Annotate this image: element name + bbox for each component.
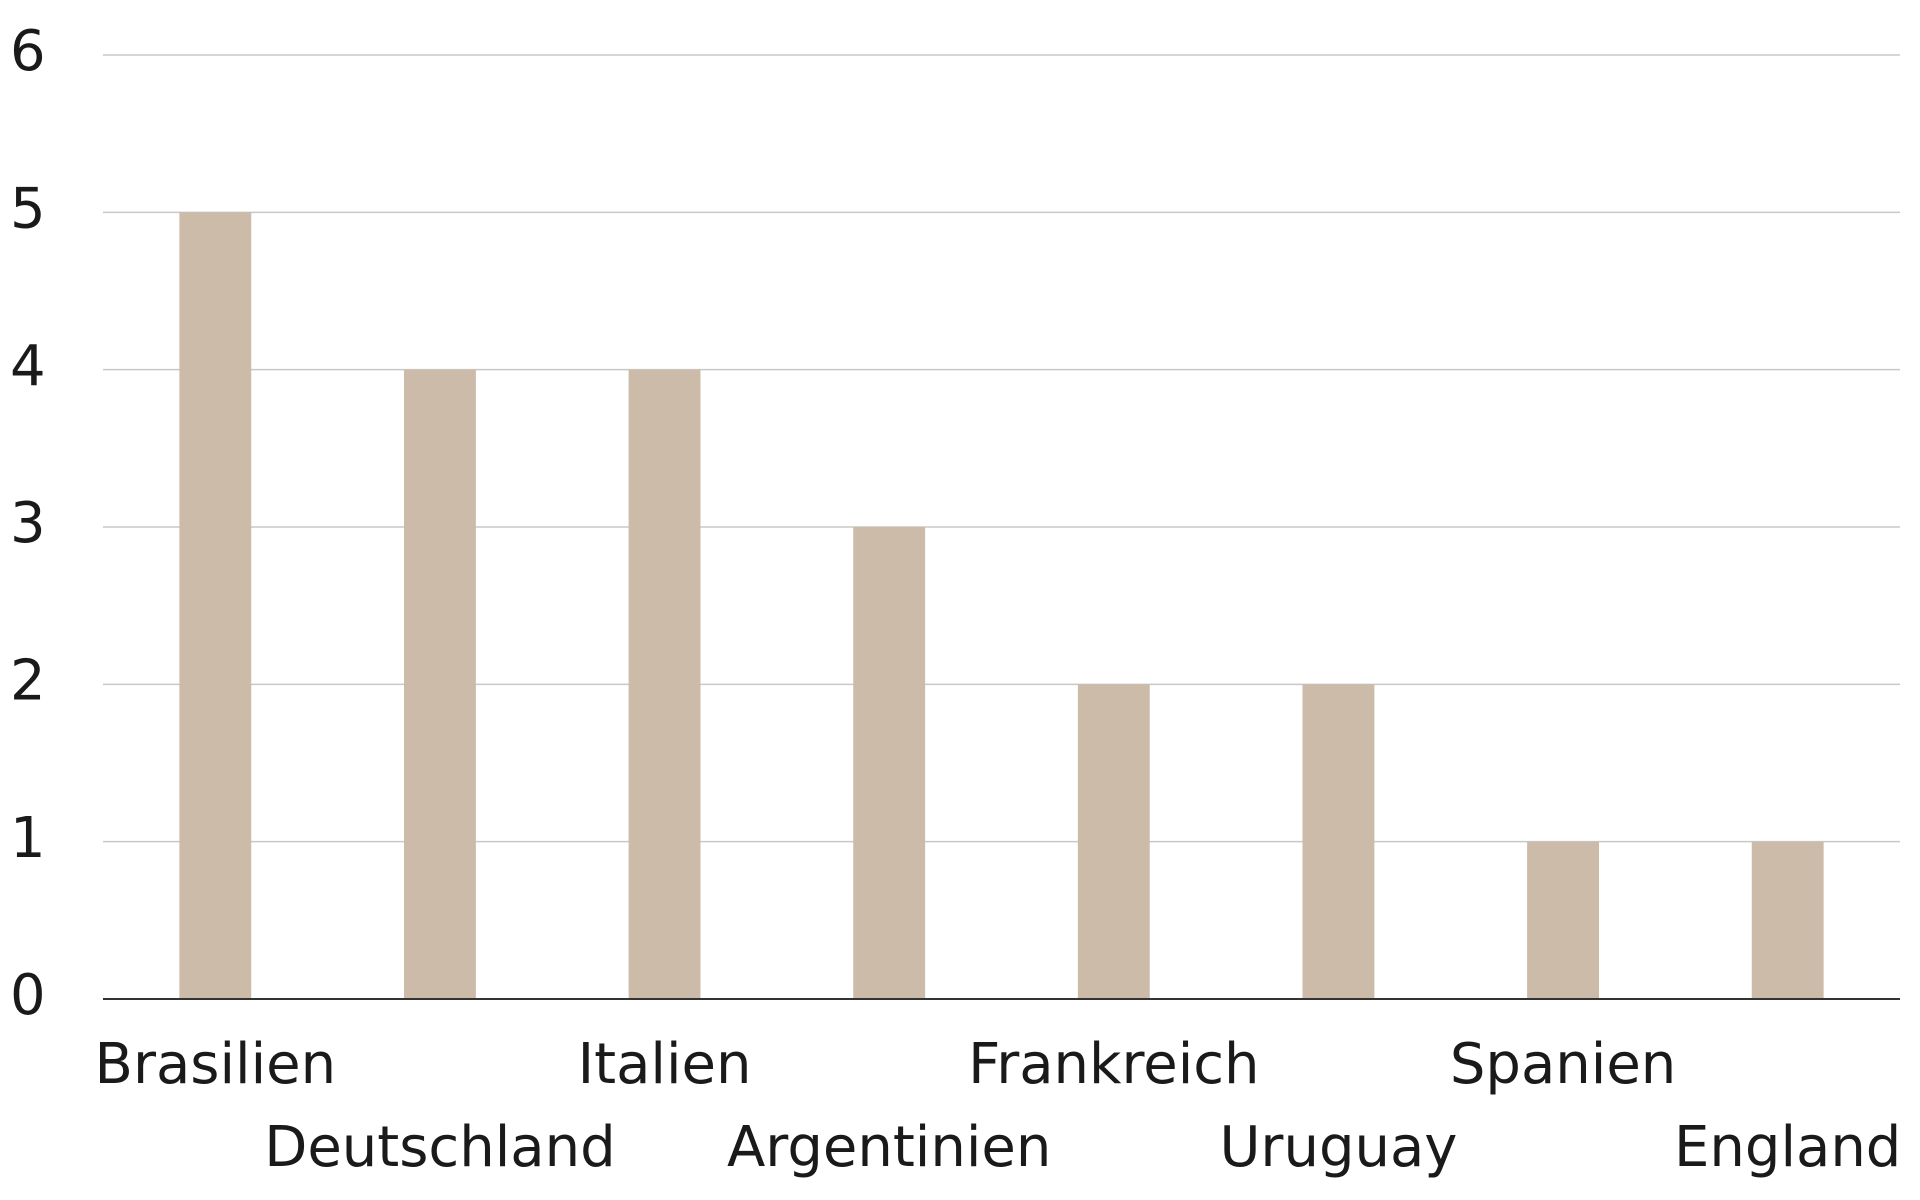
x-tick-label: Italien bbox=[578, 1032, 752, 1097]
bar bbox=[628, 369, 701, 1000]
x-tick-label: Uruguay bbox=[1219, 1115, 1457, 1180]
bar bbox=[403, 369, 476, 1000]
x-tick-label: Brasilien bbox=[95, 1032, 337, 1097]
y-tick-label: 5 bbox=[10, 176, 46, 241]
bar bbox=[1751, 841, 1824, 999]
y-tick-label: 3 bbox=[10, 491, 46, 556]
y-tick-label: 0 bbox=[10, 963, 46, 1028]
x-tick-label: Argentinien bbox=[727, 1115, 1051, 1180]
y-tick-label: 1 bbox=[10, 806, 46, 871]
x-tick-label: Frankreich bbox=[968, 1032, 1259, 1097]
bar bbox=[1527, 841, 1600, 999]
bar bbox=[179, 212, 252, 1000]
bar bbox=[1302, 684, 1375, 999]
x-tick-label: Deutschland bbox=[264, 1115, 615, 1180]
x-tick-label: England bbox=[1674, 1115, 1901, 1180]
y-tick-label: 4 bbox=[10, 334, 46, 399]
x-tick-label: Spanien bbox=[1450, 1032, 1676, 1097]
y-tick-label: 2 bbox=[10, 648, 46, 713]
bar bbox=[1077, 684, 1150, 999]
y-tick-label: 6 bbox=[10, 19, 46, 84]
bar bbox=[853, 527, 926, 999]
